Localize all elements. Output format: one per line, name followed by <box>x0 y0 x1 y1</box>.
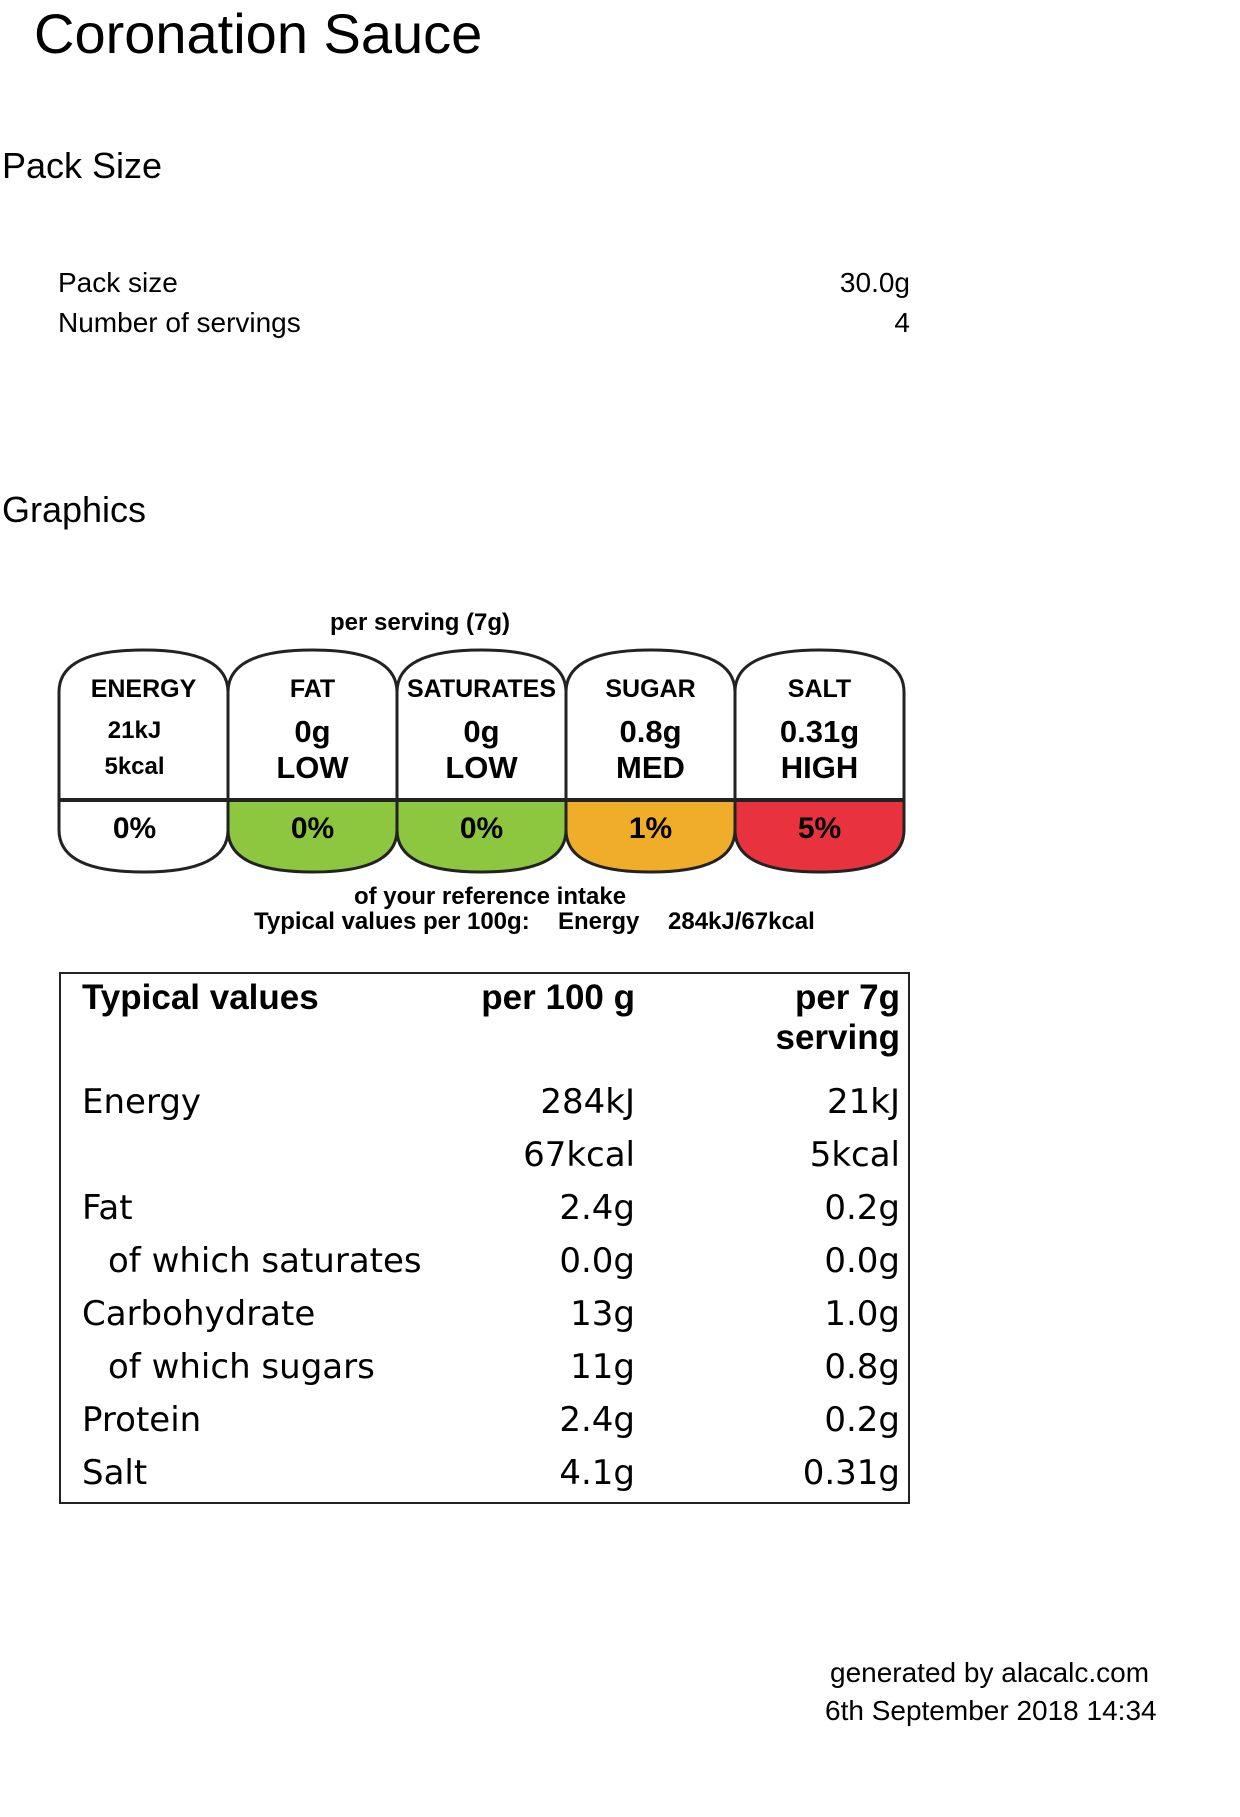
nutrient-per-serving: 21kJ <box>827 1082 900 1122</box>
panel-percent-bg <box>733 798 906 874</box>
servings-value: 4 <box>894 307 910 338</box>
page-title: Coronation Sauce <box>34 2 483 65</box>
traffic-light-label: per serving (7g) ENERGY21kJ5kcal0%FAT0gL… <box>57 609 906 935</box>
nutrient-per-100g: 2.4g <box>559 1400 635 1440</box>
nutrient-per-100g: 13g <box>570 1294 635 1334</box>
nutrient-per-100g: 4.1g <box>559 1453 635 1493</box>
pack-size-value: 30.0g <box>839 267 910 298</box>
panel-percent: 0% <box>460 812 503 845</box>
panel-top-bg <box>395 648 568 802</box>
panel-name: ENERGY <box>91 675 197 703</box>
nutrient-per-serving: 0.31g <box>802 1453 900 1493</box>
panel-percent-bg <box>564 798 737 874</box>
panel-percent: 5% <box>798 812 841 845</box>
nutrient-label: Fat <box>82 1188 133 1228</box>
panel-percent: 1% <box>629 812 672 845</box>
nutrition-table <box>59 972 910 1504</box>
header-per-100g: per 100 g <box>481 978 635 1017</box>
nutrient-label: Protein <box>82 1400 202 1440</box>
panel-name: SALT <box>788 675 851 703</box>
pack-size-heading: Pack Size <box>2 145 163 186</box>
nutrient-per-serving: 1.0g <box>824 1294 900 1334</box>
panel-name: SUGAR <box>605 675 695 703</box>
typical-values-label: Typical values per 100g: <box>254 908 530 935</box>
pack-size-label: Pack size <box>58 267 178 298</box>
panel-top-bg <box>226 648 399 802</box>
nutrient-per-100g: 11g <box>570 1347 635 1387</box>
panel-value: 0g <box>463 714 499 749</box>
generated-by: generated by alacalc.com <box>830 1657 1150 1688</box>
nutrient-per-serving: 0.2g <box>824 1188 900 1228</box>
nutrient-label: Salt <box>82 1453 148 1493</box>
servings-label: Number of servings <box>58 307 301 338</box>
reference-intake-note: of your reference intake <box>354 883 626 910</box>
panel-level: LOW <box>445 750 518 785</box>
panel-top-bg <box>564 648 737 802</box>
panel-percent-bg <box>57 798 230 874</box>
typical-energy-label: Energy <box>558 908 640 935</box>
panel-top-bg <box>57 648 230 802</box>
nutrient-per-100g: 284kJ <box>540 1082 635 1122</box>
per-serving-label: per serving (7g) <box>330 609 510 636</box>
nutrient-label: Carbohydrate <box>82 1294 316 1334</box>
timestamp: 6th September 2018 14:34 <box>825 1695 1157 1726</box>
panel-percent: 0% <box>113 812 156 845</box>
nutrient-label: Energy <box>82 1082 202 1122</box>
nutrient-per-100g: 0.0g <box>559 1241 635 1281</box>
panel-value: 0.8g <box>619 714 681 749</box>
nutrient-per-100g: 2.4g <box>559 1188 635 1228</box>
panel-name: SATURATES <box>407 675 556 703</box>
panel-percent-bg <box>395 798 568 874</box>
panel-energy: ENERGY 21kJ 5kcal 0% <box>57 648 230 874</box>
header-per-serving-line2: serving <box>775 1018 901 1057</box>
panel-level: HIGH <box>781 750 859 785</box>
panel-name: FAT <box>290 675 335 703</box>
panel-top-bg <box>733 648 906 802</box>
nutrient-label: of which sugars <box>108 1347 375 1387</box>
panel-value: 0g <box>294 714 330 749</box>
header-per-serving-line1: per 7g <box>794 978 900 1017</box>
panel-level: 5kcal <box>104 753 164 780</box>
panel-percent: 0% <box>291 812 334 845</box>
nutrient-per-serving: 0.2g <box>824 1400 900 1440</box>
panel-level: LOW <box>276 750 349 785</box>
nutrient-per-serving: 0.0g <box>824 1241 900 1281</box>
typical-energy-value: 284kJ/67kcal <box>668 908 815 935</box>
header-typical-values: Typical values <box>82 978 319 1017</box>
nutrient-per-serving: 0.8g <box>824 1347 900 1387</box>
nutrient-per-100g: 67kcal <box>523 1135 635 1175</box>
nutrient-label: of which saturates <box>108 1241 422 1281</box>
panel-level: MED <box>616 750 685 785</box>
graphics-heading: Graphics <box>2 489 147 530</box>
panel-value: 0.31g <box>780 714 859 749</box>
panel-value: 21kJ <box>108 717 161 744</box>
nutrient-per-serving: 5kcal <box>809 1135 900 1175</box>
panel-percent-bg <box>226 798 399 874</box>
